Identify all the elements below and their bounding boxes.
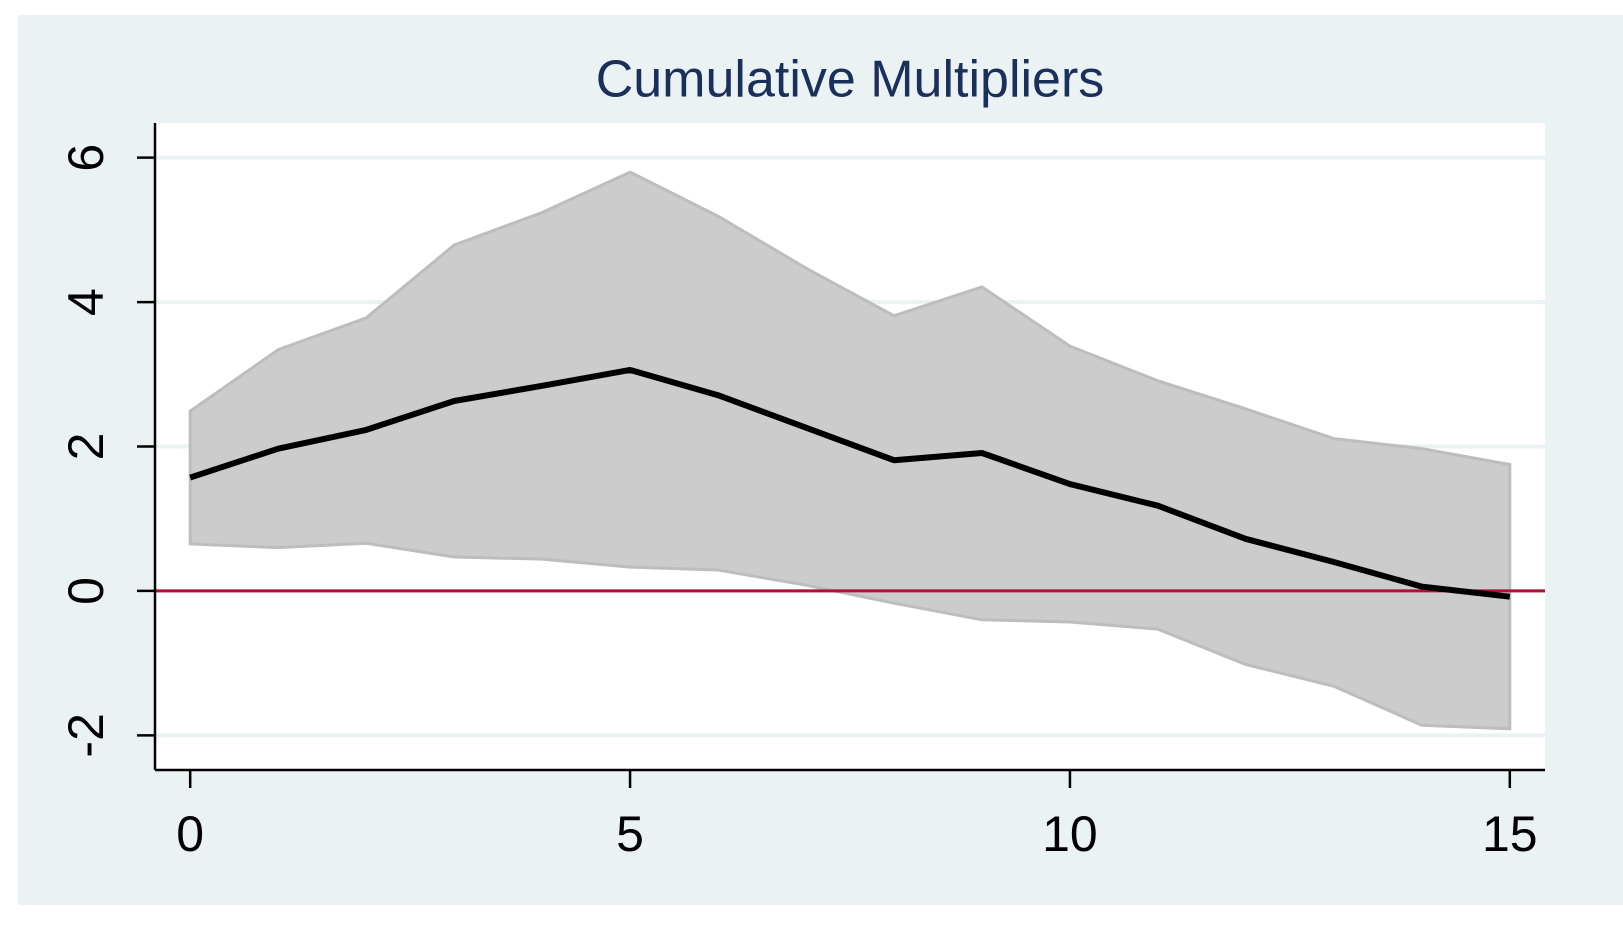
y-tick-label: -2 bbox=[58, 713, 114, 757]
chart-title: Cumulative Multipliers bbox=[596, 51, 1105, 109]
line bbox=[189, 366, 1511, 600]
y-tick-label: 4 bbox=[58, 288, 114, 316]
y-tick-label: 0 bbox=[58, 577, 114, 605]
y-tick-label: 6 bbox=[58, 144, 114, 172]
x-tick-label: 15 bbox=[1482, 806, 1538, 862]
x-tick-label: 5 bbox=[616, 806, 644, 862]
y-tick-label: 2 bbox=[58, 433, 114, 461]
x-tick-label: 10 bbox=[1042, 806, 1098, 862]
x-tick-label: 0 bbox=[176, 806, 204, 862]
